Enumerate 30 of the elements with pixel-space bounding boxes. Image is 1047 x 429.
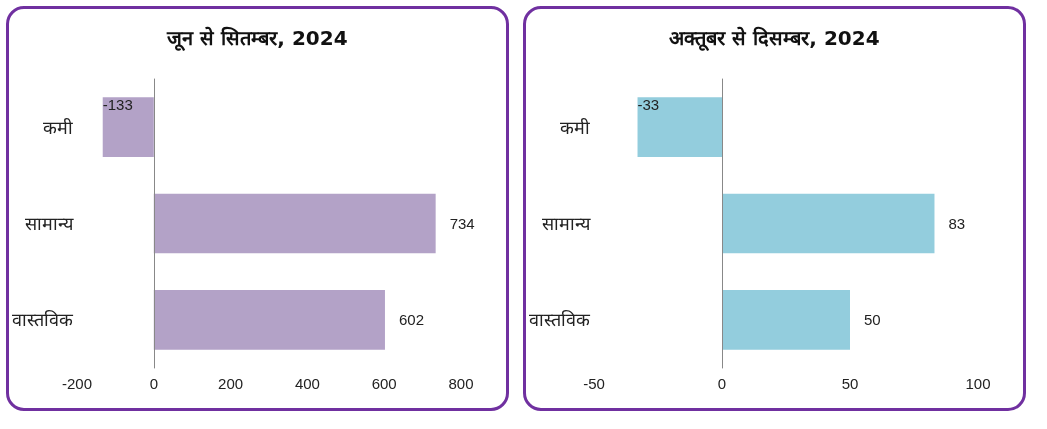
- x-tick-label: 200: [218, 375, 244, 392]
- bar: [637, 97, 722, 158]
- y-tick-label: वास्तविक: [529, 309, 591, 331]
- x-tick-label: 50: [841, 375, 859, 392]
- y-tick-label: कमी: [560, 116, 590, 138]
- x-tick-label: 600: [371, 375, 397, 392]
- bar: [722, 289, 850, 350]
- x-tick-label: -50: [583, 375, 605, 392]
- data-label: 734: [449, 215, 475, 232]
- x-tick-label: 0: [149, 375, 158, 392]
- x-tick-label: 400: [294, 375, 320, 392]
- x-tick-label: 800: [448, 375, 474, 392]
- y-tick-label: वास्तविक: [12, 309, 74, 331]
- x-tick-label: -200: [61, 375, 93, 392]
- x-tick-label: 100: [965, 375, 991, 392]
- data-label: -133: [102, 96, 133, 114]
- chart-title: जून से सितम्बर, 2024: [166, 26, 348, 51]
- data-label: 83: [948, 215, 966, 232]
- bar: [102, 97, 154, 158]
- y-tick-label: सामान्य: [542, 213, 591, 234]
- y-tick-label: सामान्य: [25, 213, 74, 234]
- data-label: 50: [864, 311, 881, 329]
- x-tick-label: 0: [717, 375, 727, 392]
- bar: [153, 289, 385, 350]
- data-label: -33: [637, 96, 660, 114]
- bar: [153, 193, 436, 254]
- chart-title: अक्तूबर से दिसम्बर, 2024: [669, 26, 880, 51]
- bar: [722, 193, 935, 254]
- y-tick-label: कमी: [43, 116, 73, 138]
- data-label: 602: [398, 311, 424, 329]
